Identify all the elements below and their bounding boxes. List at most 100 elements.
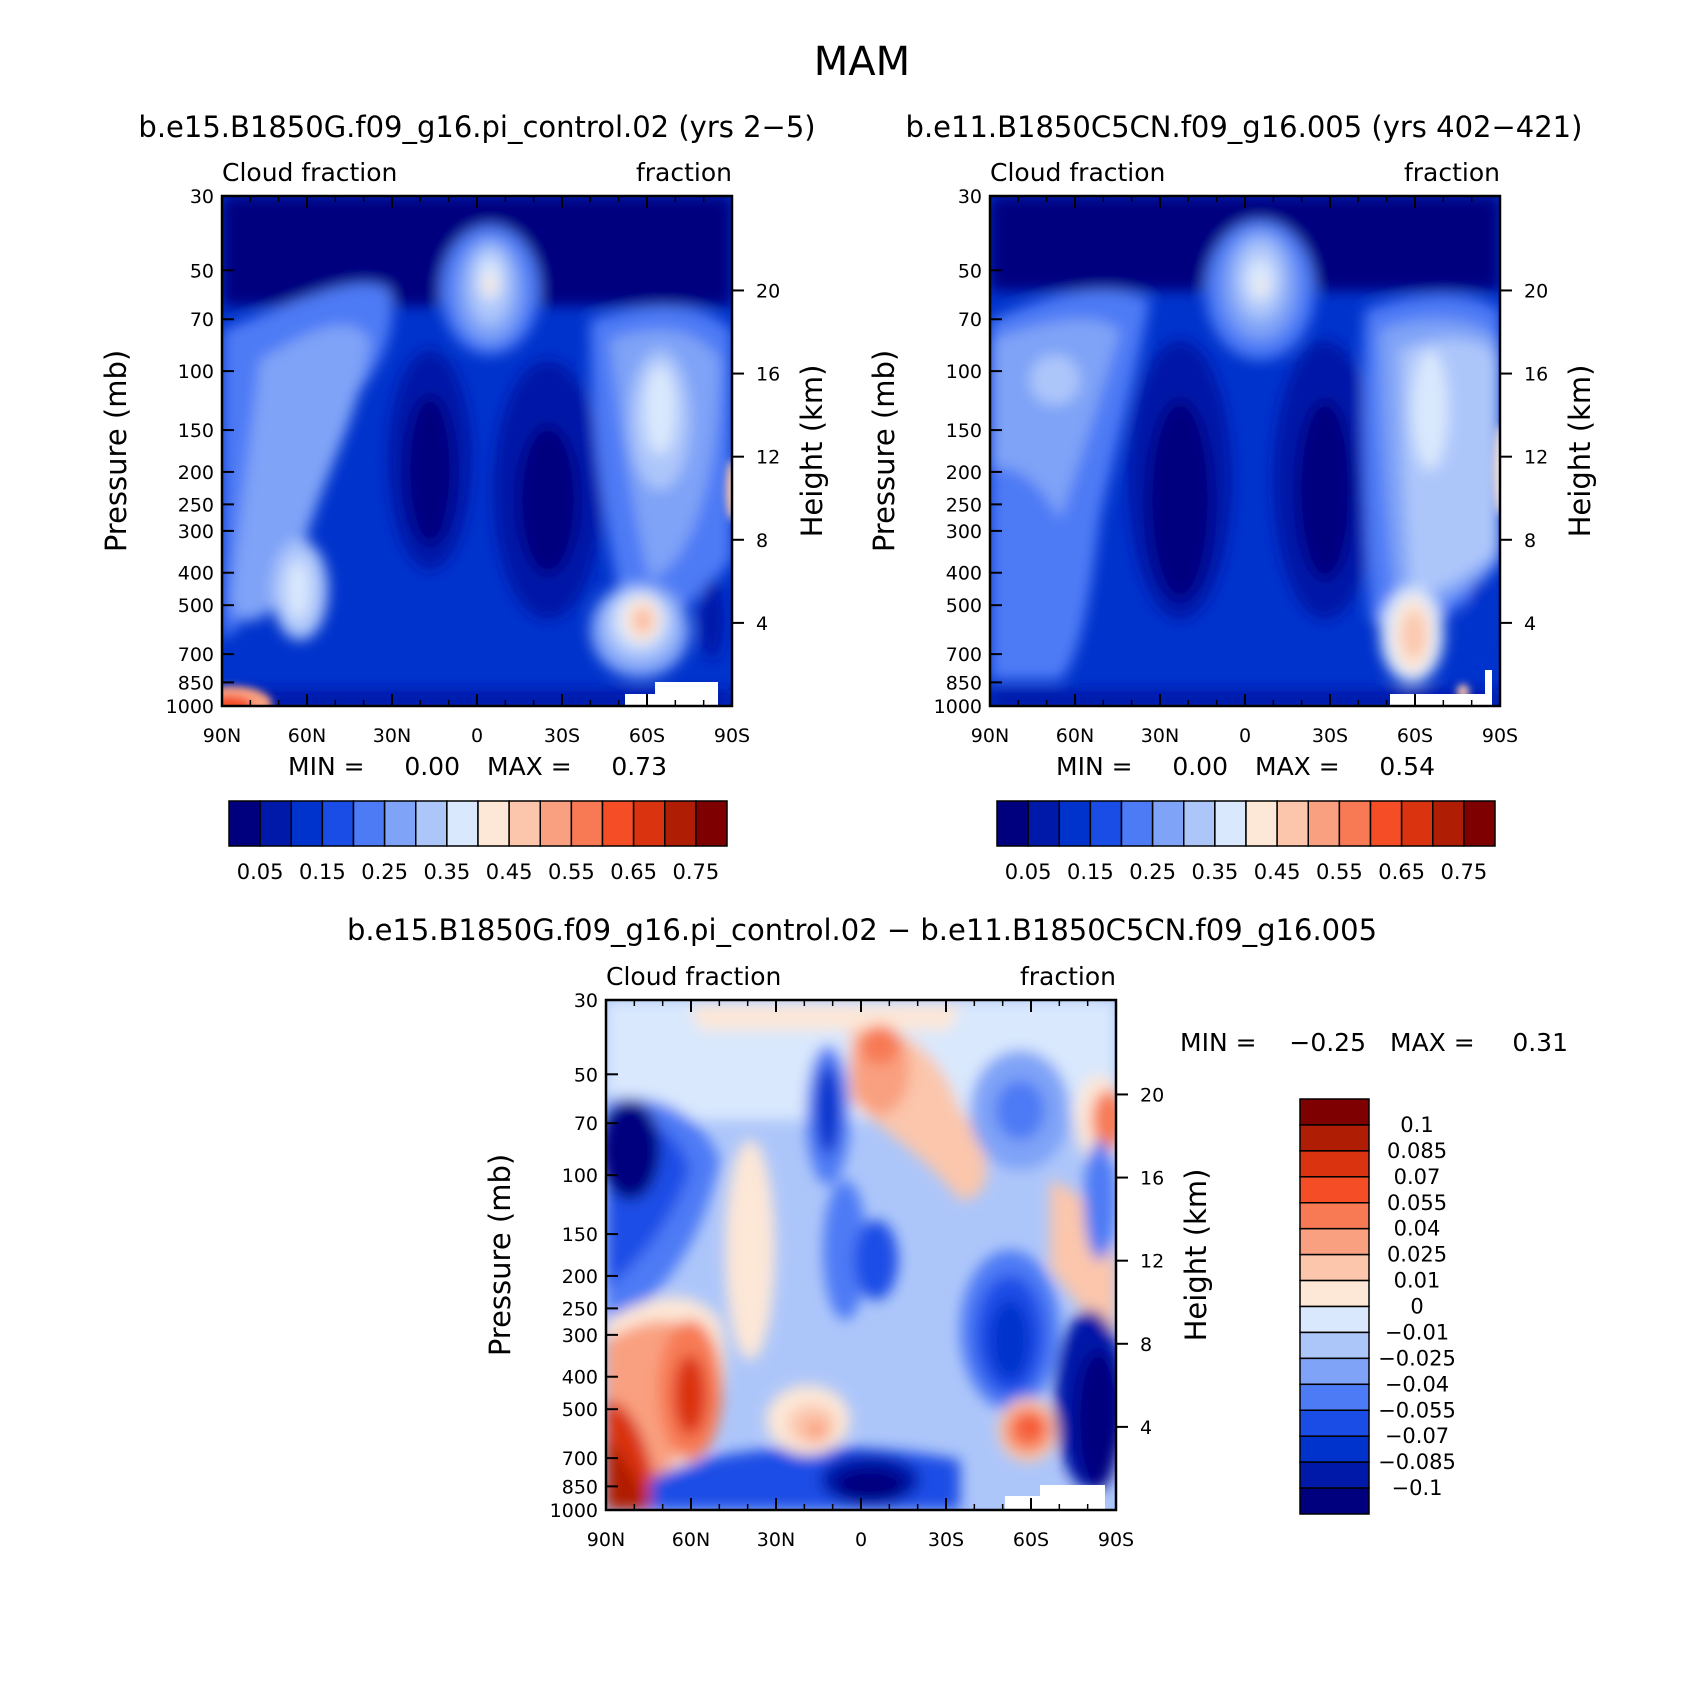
- panel-c-y-title: Pressure (mb): [483, 1154, 517, 1356]
- colorbar-label: 0.025: [1387, 1243, 1447, 1267]
- colorbar-label: 0.05: [1005, 860, 1052, 884]
- colorbar-label: 0.15: [299, 860, 346, 884]
- colorbar-swatch: [601, 800, 635, 847]
- latitude-tick-label: 90S: [714, 725, 750, 747]
- panel-a-title: b.e15.B1850G.f09_g16.pi_control.02 (yrs …: [138, 110, 815, 144]
- colorbar-swatch: [1058, 800, 1092, 847]
- latitude-tick-label: 90S: [1482, 725, 1518, 747]
- pressure-tick-label: 70: [574, 1113, 598, 1135]
- pressure-tick-label: 100: [946, 361, 982, 383]
- panel-a-max-value: 0.73: [611, 752, 667, 781]
- panel-a-colorbar: 0.05 0.15 0.25 0.35 0.45 0.55 0.65 0.75: [228, 800, 728, 884]
- pressure-tick-label: 400: [178, 563, 214, 585]
- colorbar-swatch: [1214, 800, 1247, 847]
- colorbar-label: 0.25: [1129, 860, 1176, 884]
- pressure-tick-label: 200: [946, 462, 982, 484]
- colorbar-label: −0.025: [1378, 1346, 1456, 1370]
- colorbar-swatch: [1299, 1383, 1370, 1411]
- colorbar-swatch: [1299, 1357, 1370, 1386]
- colorbar-label: −0.01: [1385, 1320, 1449, 1344]
- colorbar-label: 0.55: [1316, 860, 1363, 884]
- colorbar-swatch: [1245, 800, 1278, 847]
- height-tick-label: 8: [1140, 1334, 1152, 1356]
- panel-c-y2-title: Height (km): [1179, 1169, 1213, 1342]
- height-tick-label: 8: [1524, 530, 1536, 552]
- panel-b-max-value: 0.54: [1379, 752, 1435, 781]
- pressure-tick-label: 50: [574, 1064, 598, 1086]
- latitude-tick-label: 0: [1239, 725, 1251, 747]
- colorbar-label: 0.05: [237, 860, 284, 884]
- pressure-tick-label: 150: [178, 420, 214, 442]
- latitude-tick-label: 30S: [544, 725, 580, 747]
- colorbar-swatch: [1400, 800, 1434, 847]
- pressure-tick-label: 1000: [934, 696, 982, 718]
- colorbar-label: −0.07: [1385, 1424, 1449, 1448]
- pressure-tick-label: 50: [190, 260, 214, 282]
- panel-c-colorbar: 0.10.0850.070.0550.040.0250.010−0.01−0.0…: [1299, 1098, 1456, 1515]
- colorbar-label: 0.45: [1254, 860, 1301, 884]
- pressure-tick-label: 250: [178, 494, 214, 516]
- colorbar-swatch: [1299, 1150, 1370, 1178]
- pressure-tick-label: 100: [178, 361, 214, 383]
- pressure-tick-label: 300: [946, 521, 982, 543]
- figure-title: MAM: [814, 39, 910, 85]
- colorbar-swatch: [996, 800, 1029, 847]
- height-tick-label: 8: [756, 530, 768, 552]
- colorbar-label: 0.07: [1394, 1165, 1441, 1189]
- pressure-tick-label: 150: [946, 420, 982, 442]
- panel-a: b.e15.B1850G.f09_g16.pi_control.02 (yrs …: [99, 110, 829, 884]
- colorbar-label: 0.45: [486, 860, 533, 884]
- pressure-tick-label: 700: [178, 644, 214, 666]
- latitude-tick-label: 60N: [1056, 725, 1094, 747]
- panel-b-units-label: fraction: [1404, 158, 1500, 187]
- colorbar-label: 0: [1410, 1295, 1423, 1319]
- height-tick-label: 12: [756, 447, 780, 469]
- panel-b-contour-field: [990, 196, 1500, 706]
- latitude-tick-label: 60S: [1013, 1529, 1049, 1551]
- panel-b-max-label: MAX =: [1255, 752, 1340, 781]
- colorbar-label: 0.55: [548, 860, 595, 884]
- pressure-tick-label: 100: [562, 1165, 598, 1187]
- colorbar-label: 0.25: [361, 860, 408, 884]
- pressure-tick-label: 200: [562, 1266, 598, 1288]
- panel-b-title: b.e11.B1850C5CN.f09_g16.005 (yrs 402−421…: [906, 110, 1583, 144]
- pressure-tick-label: 250: [562, 1298, 598, 1320]
- latitude-tick-label: 0: [855, 1529, 867, 1551]
- colorbar-swatch: [446, 800, 479, 847]
- panel-b-variable-label: Cloud fraction: [990, 158, 1165, 187]
- latitude-tick-label: 30N: [373, 725, 411, 747]
- latitude-tick-label: 30S: [928, 1529, 964, 1551]
- panel-b-y2-title: Height (km): [1563, 365, 1597, 538]
- colorbar-swatch: [383, 800, 417, 847]
- colorbar-swatch: [632, 800, 666, 847]
- colorbar-swatch: [1089, 800, 1123, 847]
- pressure-tick-label: 850: [562, 1476, 598, 1498]
- colorbar-label: 0.04: [1394, 1217, 1441, 1241]
- colorbar-swatch: [321, 800, 355, 847]
- colorbar-swatch: [1120, 800, 1154, 847]
- latitude-tick-label: 90S: [1098, 1529, 1134, 1551]
- colorbar-swatch: [1183, 800, 1216, 847]
- colorbar-swatch: [1338, 800, 1372, 847]
- pressure-tick-label: 70: [190, 309, 214, 331]
- colorbar-swatch: [1299, 1409, 1370, 1437]
- colorbar-label: 0.35: [1191, 860, 1238, 884]
- height-tick-label: 20: [756, 280, 780, 302]
- panel-c-units-label: fraction: [1020, 962, 1116, 991]
- pressure-tick-label: 850: [178, 672, 214, 694]
- colorbar-label: 0.085: [1387, 1139, 1447, 1163]
- panel-a-contour-field: [222, 196, 732, 706]
- colorbar-swatch: [1299, 1176, 1370, 1204]
- colorbar-swatch: [1276, 800, 1309, 847]
- colorbar-swatch: [415, 800, 448, 847]
- colorbar-swatch: [259, 800, 292, 847]
- pressure-tick-label: 1000: [550, 1500, 598, 1522]
- colorbar-swatch: [228, 800, 261, 847]
- colorbar-swatch: [664, 800, 697, 847]
- colorbar-label: 0.75: [672, 860, 719, 884]
- latitude-tick-label: 60N: [672, 1529, 710, 1551]
- latitude-tick-label: 60N: [288, 725, 326, 747]
- colorbar-label: −0.04: [1385, 1372, 1449, 1396]
- height-tick-label: 12: [1524, 447, 1548, 469]
